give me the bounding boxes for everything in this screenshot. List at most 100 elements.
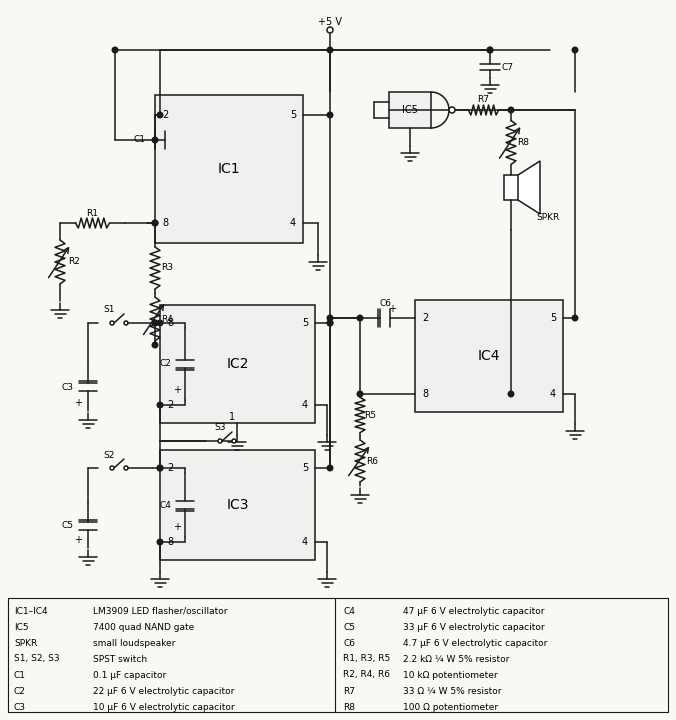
Text: R6: R6 — [366, 456, 378, 466]
Circle shape — [487, 48, 493, 53]
Circle shape — [124, 466, 128, 470]
Circle shape — [508, 391, 514, 397]
Text: C1: C1 — [14, 670, 26, 680]
Circle shape — [152, 220, 158, 226]
Text: 2: 2 — [422, 313, 428, 323]
Circle shape — [327, 320, 333, 325]
Text: S1: S1 — [103, 305, 115, 315]
Text: R3: R3 — [161, 264, 173, 272]
Circle shape — [327, 27, 333, 33]
Circle shape — [110, 466, 114, 470]
Text: S3: S3 — [214, 423, 226, 433]
Circle shape — [152, 320, 158, 325]
Text: C1: C1 — [134, 135, 146, 145]
Text: SPKR: SPKR — [536, 214, 559, 222]
Text: C2: C2 — [159, 359, 171, 369]
Circle shape — [357, 391, 363, 397]
Bar — [415, 300, 563, 412]
Circle shape — [572, 315, 578, 321]
Text: +: + — [388, 304, 396, 314]
Circle shape — [218, 439, 222, 443]
Text: 4: 4 — [302, 400, 308, 410]
Text: R2, R4, R6: R2, R4, R6 — [343, 670, 390, 680]
Text: 7400 quad NAND gate: 7400 quad NAND gate — [93, 623, 194, 631]
Circle shape — [327, 320, 333, 325]
Text: IC1: IC1 — [218, 162, 240, 176]
Text: SPKR: SPKR — [14, 639, 37, 647]
Text: 10 kΩ potentiometer: 10 kΩ potentiometer — [403, 670, 498, 680]
Polygon shape — [518, 161, 540, 214]
Text: R4: R4 — [161, 315, 173, 323]
Bar — [155, 95, 303, 243]
Circle shape — [327, 465, 333, 471]
Circle shape — [158, 465, 163, 471]
Text: C5: C5 — [343, 623, 355, 631]
Text: SPST switch: SPST switch — [93, 654, 147, 664]
Text: 8: 8 — [167, 537, 173, 547]
Circle shape — [158, 465, 163, 471]
Text: C4: C4 — [159, 500, 171, 510]
Text: 100 Ω potentiometer: 100 Ω potentiometer — [403, 703, 498, 711]
Text: 2: 2 — [167, 463, 173, 473]
Bar — [504, 175, 519, 200]
Bar — [160, 305, 315, 423]
Text: 0.1 μF capacitor: 0.1 μF capacitor — [93, 670, 166, 680]
Text: S1, S2, S3: S1, S2, S3 — [14, 654, 59, 664]
Text: 4: 4 — [302, 537, 308, 547]
Text: LM3909 LED flasher/oscillator: LM3909 LED flasher/oscillator — [93, 606, 228, 616]
Circle shape — [508, 107, 514, 113]
Text: 22 μF 6 V electrolytic capacitor: 22 μF 6 V electrolytic capacitor — [93, 686, 235, 696]
Text: C2: C2 — [14, 686, 26, 696]
Circle shape — [327, 315, 333, 321]
Circle shape — [449, 107, 455, 113]
Circle shape — [327, 112, 333, 118]
Circle shape — [158, 320, 163, 325]
Text: 5: 5 — [550, 313, 556, 323]
Circle shape — [327, 48, 333, 53]
Circle shape — [158, 402, 163, 408]
Circle shape — [152, 342, 158, 348]
Text: 33 Ω ¼ W 5% resistor: 33 Ω ¼ W 5% resistor — [403, 686, 502, 696]
Text: 10 μF 6 V electrolytic capacitor: 10 μF 6 V electrolytic capacitor — [93, 703, 235, 711]
Text: 5: 5 — [302, 463, 308, 473]
Text: IC3: IC3 — [226, 498, 249, 512]
Circle shape — [110, 321, 114, 325]
Text: +: + — [173, 385, 181, 395]
Text: C4: C4 — [343, 606, 355, 616]
Bar — [389, 92, 431, 128]
Circle shape — [112, 48, 118, 53]
Text: 8: 8 — [162, 218, 168, 228]
Text: +: + — [74, 398, 82, 408]
Circle shape — [572, 48, 578, 53]
Text: 2: 2 — [167, 400, 173, 410]
Text: R8: R8 — [517, 138, 529, 147]
Text: IC2: IC2 — [226, 357, 249, 371]
Circle shape — [487, 48, 493, 53]
Text: +5 V: +5 V — [318, 17, 342, 27]
Circle shape — [232, 439, 236, 443]
Text: R1: R1 — [87, 209, 99, 217]
Text: 4: 4 — [290, 218, 296, 228]
Text: R8: R8 — [343, 703, 355, 711]
Text: C7: C7 — [502, 63, 514, 71]
Text: 2: 2 — [162, 110, 168, 120]
Text: C3: C3 — [62, 382, 74, 392]
Text: C3: C3 — [14, 703, 26, 711]
Circle shape — [152, 220, 158, 226]
Circle shape — [158, 112, 163, 118]
Text: R1, R3, R5: R1, R3, R5 — [343, 654, 390, 664]
Text: 33 μF 6 V electrolytic capacitor: 33 μF 6 V electrolytic capacitor — [403, 623, 545, 631]
Text: C6: C6 — [379, 299, 391, 307]
Text: +: + — [173, 522, 181, 532]
Text: 5: 5 — [290, 110, 296, 120]
Text: 1: 1 — [229, 412, 235, 422]
Circle shape — [357, 315, 363, 321]
Circle shape — [124, 321, 128, 325]
Text: IC5: IC5 — [14, 623, 28, 631]
Text: R7: R7 — [477, 94, 489, 104]
Text: 4: 4 — [550, 389, 556, 399]
Text: +: + — [74, 535, 82, 545]
Circle shape — [158, 539, 163, 545]
Text: 8: 8 — [422, 389, 428, 399]
Text: IC1–IC4: IC1–IC4 — [14, 606, 47, 616]
